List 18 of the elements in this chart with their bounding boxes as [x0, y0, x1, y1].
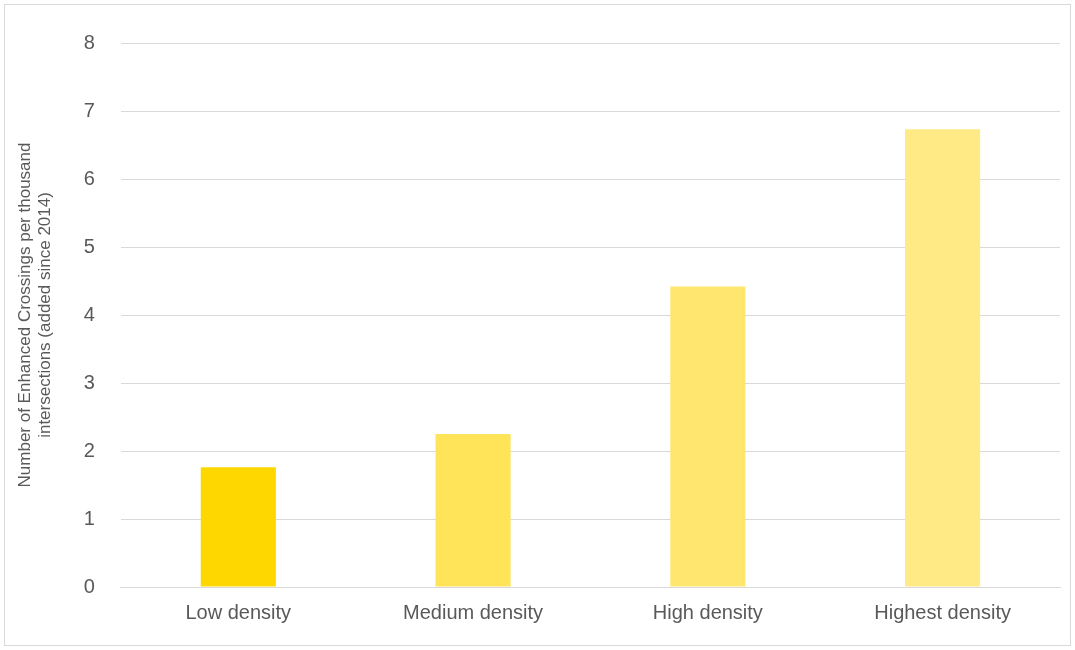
y-tick-label: 6	[83, 166, 95, 189]
x-tick-label: Highest density	[874, 600, 1011, 623]
y-tick-label: 1	[83, 506, 95, 529]
bar	[200, 467, 276, 587]
y-tick-label: 5	[83, 234, 95, 257]
y-tick-label: 8	[83, 30, 95, 53]
bar	[905, 129, 981, 587]
bar	[435, 434, 511, 587]
y-tick-label: 4	[83, 302, 95, 325]
y-tick-label: 2	[83, 438, 95, 461]
x-tick-label: Low density	[185, 600, 292, 623]
y-tick-label: 3	[83, 370, 95, 393]
y-tick-label: 0	[83, 574, 95, 597]
x-tick-label: Medium density	[403, 600, 544, 623]
y-tick-label: 7	[83, 98, 95, 121]
bar	[670, 286, 746, 587]
x-tick-label: High density	[652, 600, 763, 623]
y-axis-title: Number of Enhanced Crossings per thousand intersections (added since 2014)	[14, 142, 55, 488]
